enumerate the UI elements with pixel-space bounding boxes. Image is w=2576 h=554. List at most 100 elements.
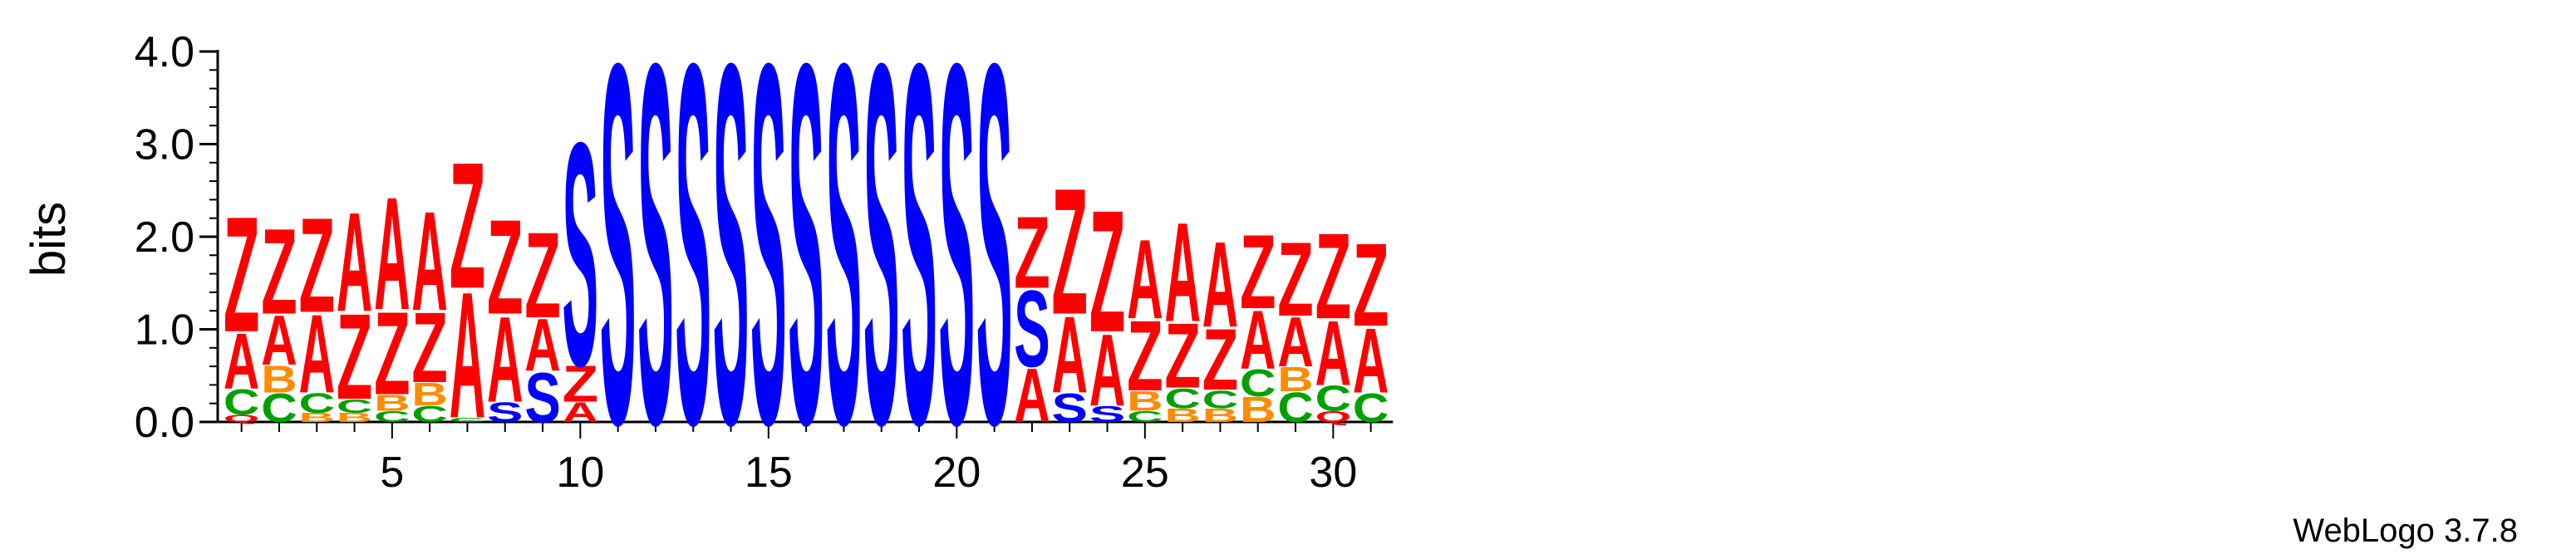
- logo-letter-c: C: [1164, 383, 1200, 414]
- y-tick-label: 3.0: [135, 121, 194, 169]
- logo-letter-b: B: [411, 376, 447, 413]
- logo-letter-a: A: [1127, 218, 1163, 343]
- x-tick-label: 30: [1309, 449, 1357, 497]
- logo-letter-a: A: [1164, 194, 1200, 352]
- logo-letter-c: C: [411, 401, 447, 427]
- logo-letter-b: B: [1240, 390, 1276, 430]
- logo-letter-z: Z: [337, 289, 372, 425]
- logo-letter-c: C: [1277, 383, 1313, 431]
- logo-letter-b: B: [374, 390, 410, 416]
- logo-letter-z: Z: [487, 191, 523, 343]
- x-tick-label: 5: [380, 449, 404, 497]
- logo-letter-a: A: [374, 164, 410, 344]
- logo-letter-z: Z: [1202, 311, 1238, 409]
- logo-letter-a: A: [524, 305, 560, 388]
- logo-letter-s: S: [1089, 401, 1125, 427]
- logo-letter-b: B: [261, 358, 297, 401]
- logo-letter-c: C: [299, 388, 335, 419]
- logo-letter-s: S: [1014, 268, 1050, 390]
- logo-letter-s: S: [563, 77, 598, 433]
- logo-letter-s: S: [976, 0, 1012, 532]
- y-tick-label: 0.0: [135, 399, 194, 447]
- logo-letter-a: A: [299, 292, 335, 417]
- logo-letter-z: Z: [1315, 208, 1351, 345]
- y-axis: 0.0 1.0 2.0 3.0 4.0: [135, 28, 219, 447]
- logo-letter-c: C: [1353, 385, 1389, 431]
- logo-letter-c: C: [337, 395, 372, 417]
- logo-letter-a: A: [1353, 309, 1389, 412]
- logo-letter-b: B: [1127, 386, 1163, 418]
- logo-letter-c: C: [1240, 361, 1276, 404]
- x-tick-label: 10: [556, 449, 604, 497]
- logo-letter-z: Z: [1089, 175, 1125, 369]
- logo-letter-c: C: [374, 409, 410, 425]
- logo-letter-b: B: [1202, 404, 1238, 426]
- logo-letter-s: S: [863, 0, 899, 532]
- logo-letter-s: S: [939, 0, 975, 532]
- logo-letter-z: Z: [299, 189, 335, 341]
- x-tick-label: 25: [1121, 449, 1169, 497]
- logo-letter-z: Z: [374, 287, 410, 419]
- logo-letter-a: A: [1240, 292, 1276, 386]
- logo-letter-s: S: [788, 0, 823, 532]
- logo-letter-z: Z: [524, 208, 560, 344]
- logo-letter-a: A: [563, 397, 598, 429]
- logo-letter-c: C: [1315, 380, 1352, 419]
- x-tick-label: 20: [932, 449, 981, 497]
- logo-letter-c: C: [1127, 409, 1163, 425]
- logo-letter-a: A: [1202, 216, 1238, 353]
- logo-letter-a: A: [487, 291, 523, 428]
- logo-letter-q: Q: [224, 413, 259, 424]
- logo-letter-s: S: [1052, 385, 1088, 431]
- logo-letter-a: A: [1014, 352, 1050, 439]
- logo-letter-b: B: [299, 410, 335, 424]
- logo-letter-z: Z: [1127, 301, 1163, 413]
- y-tick-label: 1.0: [135, 306, 194, 355]
- logo-letter-s: S: [713, 0, 749, 532]
- y-tick-label: 4.0: [135, 28, 194, 76]
- logo-letter-z: Z: [563, 356, 598, 414]
- logo-letter-a: A: [261, 301, 297, 380]
- logo-letter-a: A: [1315, 302, 1351, 404]
- logo-letter-s: S: [750, 0, 786, 532]
- x-tick-label: 15: [745, 449, 793, 497]
- logo-letter-z: Z: [1052, 152, 1088, 353]
- logo-letter-q: Q: [1315, 408, 1351, 425]
- logo-letter-a: A: [1052, 293, 1088, 416]
- x-axis: 5 10 15 20 25 30: [218, 420, 1394, 497]
- logo-letter-a: A: [224, 316, 259, 405]
- logo-letter-z: Z: [1164, 303, 1200, 407]
- logo-letter-b: B: [337, 410, 372, 424]
- logo-letter-z: Z: [261, 203, 297, 340]
- y-tick-label: 2.0: [135, 213, 194, 262]
- logo-letter-s: S: [901, 0, 937, 532]
- logo-letter-z: Z: [411, 292, 447, 404]
- logo-letter-s: S: [826, 0, 862, 532]
- logo-letter-b: B: [1164, 404, 1200, 426]
- logo-letter-a: A: [450, 254, 485, 456]
- logo-letter-a: A: [411, 183, 447, 341]
- logo-letter-s: S: [487, 397, 523, 429]
- logo-letter-c: C: [1202, 385, 1238, 414]
- weblogo-version-label: WebLogo 3.7.8: [2293, 512, 2518, 549]
- logo-letter-s: S: [676, 0, 711, 532]
- logo-letter-c: C: [224, 383, 260, 423]
- logo-letter-a: A: [337, 184, 372, 342]
- logo-letter-z: Z: [450, 125, 485, 326]
- logo-letter-z: Z: [1353, 218, 1389, 351]
- logo-letter-a: A: [1277, 302, 1313, 382]
- logo-letter-z: Z: [1240, 213, 1276, 331]
- logo-letter-b: B: [1277, 360, 1313, 399]
- logo-letter-z: Z: [1014, 196, 1050, 310]
- logo-letter-z: Z: [224, 182, 259, 366]
- logo-letter-s: S: [637, 0, 673, 532]
- logo-letter-s: S: [600, 0, 636, 532]
- logo-letter-c: C: [261, 385, 297, 431]
- logo-letter-s: S: [524, 359, 560, 438]
- logo-letter-c: C: [450, 416, 485, 424]
- logo-letter-z: Z: [1277, 220, 1313, 338]
- logo-letter-a: A: [1089, 312, 1125, 428]
- y-axis-label: bits: [22, 202, 76, 277]
